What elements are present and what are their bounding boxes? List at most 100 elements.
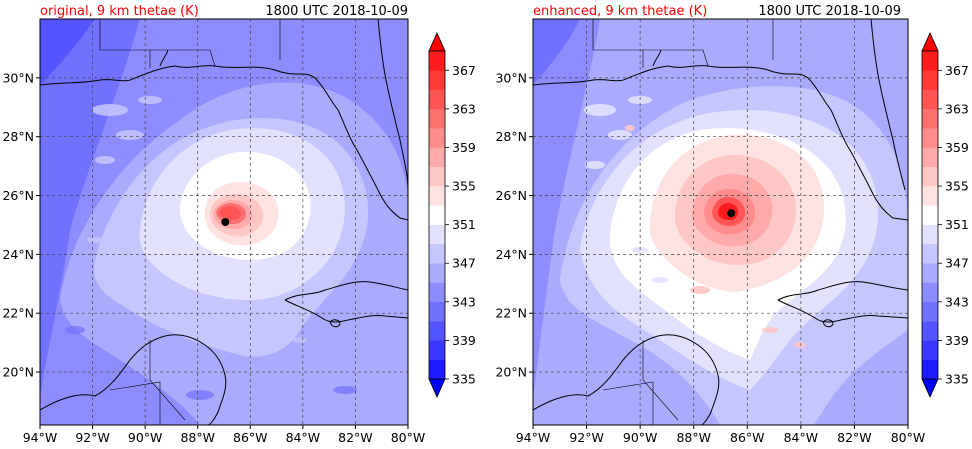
cool-band-west <box>40 19 140 400</box>
x-axis-original: 94°W 92°W 90°W 88°W 86°W 84°W 82°W 80°W <box>23 425 426 445</box>
colorbar-bin <box>429 224 445 245</box>
y-tick-label: 28°N <box>495 129 527 144</box>
colorbar-tick-label: 343 <box>452 294 476 309</box>
isle-of-youth <box>329 319 341 328</box>
colorbar-bin <box>429 186 445 206</box>
panel-original: original, 9 km thetae (K) 1800 UTC 2018-… <box>2 4 475 445</box>
colorbar-tick-label: 351 <box>945 217 969 232</box>
x-tick-label: 88°W <box>676 430 711 445</box>
borders <box>99 19 281 425</box>
colorbar-bin <box>922 147 938 168</box>
colorbar-bin <box>429 166 445 187</box>
florida-east-coast <box>377 19 408 191</box>
gulf-coast <box>533 65 908 221</box>
mobile-bay <box>652 49 662 67</box>
colorbar-bin <box>922 128 938 148</box>
storm-center-marker <box>727 209 736 218</box>
colorbar-enhanced: 335 339 343 347 351 355 359 363 367 <box>921 32 969 398</box>
x-tick-label: 92°W <box>569 430 604 445</box>
state-borders <box>592 19 774 68</box>
colorbar-tick-label: 355 <box>452 179 476 194</box>
colorbar-tick-label: 351 <box>452 217 476 232</box>
colorbar-bin <box>429 147 445 168</box>
coastlines <box>40 19 408 425</box>
x-tick-label: 82°W <box>837 430 872 445</box>
colorbar-extend-high <box>921 32 939 52</box>
colorbar-bin <box>922 321 938 341</box>
colorbar-original: 335 339 343 347 351 355 359 363 367 <box>428 32 476 398</box>
y-tick-label: 26°N <box>2 188 34 203</box>
cuba-north <box>284 281 408 301</box>
colorbar-tick-label: 335 <box>452 372 476 387</box>
colorbar-extend-low <box>428 378 446 398</box>
colorbar-bin <box>922 224 938 245</box>
colorbar-bin <box>922 70 938 90</box>
x-tick-label: 84°W <box>286 430 321 445</box>
mexico-borders <box>602 340 679 425</box>
speckle-texture-dark <box>48 205 357 400</box>
y-tick-label: 30°N <box>495 70 527 85</box>
y-tick-label: 22°N <box>495 306 527 321</box>
map-frame <box>532 18 909 426</box>
colorbar-tick-label: 355 <box>945 179 969 194</box>
x-tick-label: 94°W <box>23 430 58 445</box>
colorbar-tick-label: 363 <box>452 101 476 116</box>
colorbar-bin <box>922 243 938 264</box>
colorbar-bin <box>429 108 445 129</box>
cuba-south <box>777 299 908 323</box>
x-tick-label: 84°W <box>784 430 819 445</box>
colorbar-bin <box>429 359 445 380</box>
state-borders <box>99 19 281 68</box>
y-axis-original: 20°N 22°N 24°N 26°N 28°N 30°N <box>2 70 40 380</box>
colorbar-bin <box>429 263 445 283</box>
colorbar-extend-high <box>428 32 446 52</box>
colorbar-bin <box>922 340 938 361</box>
colorbar-bin <box>429 70 445 90</box>
colorbar-bin <box>922 186 938 206</box>
y-tick-label: 20°N <box>495 365 527 380</box>
colorbar-bin <box>429 282 445 303</box>
colorbar-tick-label: 339 <box>945 333 969 348</box>
colorbar-bin <box>922 263 938 283</box>
panel-enhanced-time: 1800 UTC 2018-10-09 <box>758 4 901 19</box>
y-tick-label: 22°N <box>2 306 34 321</box>
colorbar-tick-label: 359 <box>452 140 476 155</box>
y-tick-label: 24°N <box>2 247 34 262</box>
x-tick-label: 90°W <box>128 430 163 445</box>
colorbar-tick-label: 347 <box>945 256 969 271</box>
colorbar-tick-label: 359 <box>945 140 969 155</box>
colorbar-tick-label: 347 <box>452 256 476 271</box>
colorbar-bin <box>429 128 445 148</box>
colorbar-bin <box>922 51 938 71</box>
cuba-north <box>777 281 908 301</box>
florida-east-coast <box>870 19 906 191</box>
yucatan-coast <box>40 334 227 425</box>
cool-patch-nw <box>533 19 580 85</box>
speckle-texture-warm <box>625 125 806 348</box>
cool-band-west <box>533 19 600 400</box>
borders <box>592 19 774 425</box>
colorbar-bin <box>429 340 445 361</box>
colorbar-tick-label: 343 <box>945 294 969 309</box>
map-enhanced <box>533 19 908 425</box>
panel-enhanced: enhanced, 9 km thetae (K) 1800 UTC 2018-… <box>495 4 968 445</box>
colorbar-tick-label: 363 <box>945 101 969 116</box>
cuba-south <box>284 299 408 323</box>
y-tick-label: 26°N <box>495 188 527 203</box>
y-tick-label: 24°N <box>495 247 527 262</box>
colorbar-tick-label: 339 <box>452 333 476 348</box>
colorbar-tick-label: 367 <box>452 63 476 78</box>
x-tick-label: 86°W <box>233 430 268 445</box>
x-tick-label: 80°W <box>891 430 926 445</box>
y-axis-enhanced: 20°N 22°N 24°N 26°N 28°N 30°N <box>495 70 533 380</box>
gulf-coast <box>40 65 408 221</box>
x-tick-label: 82°W <box>338 430 373 445</box>
colorbar-bin <box>429 51 445 71</box>
mexico-borders <box>109 340 186 425</box>
panel-original-time: 1800 UTC 2018-10-09 <box>265 4 408 19</box>
x-tick-label: 92°W <box>75 430 110 445</box>
storm-center-marker <box>221 218 230 226</box>
x-tick-label: 86°W <box>730 430 765 445</box>
panel-enhanced-title: enhanced, 9 km thetae (K) <box>533 4 707 19</box>
x-tick-label: 80°W <box>391 430 426 445</box>
